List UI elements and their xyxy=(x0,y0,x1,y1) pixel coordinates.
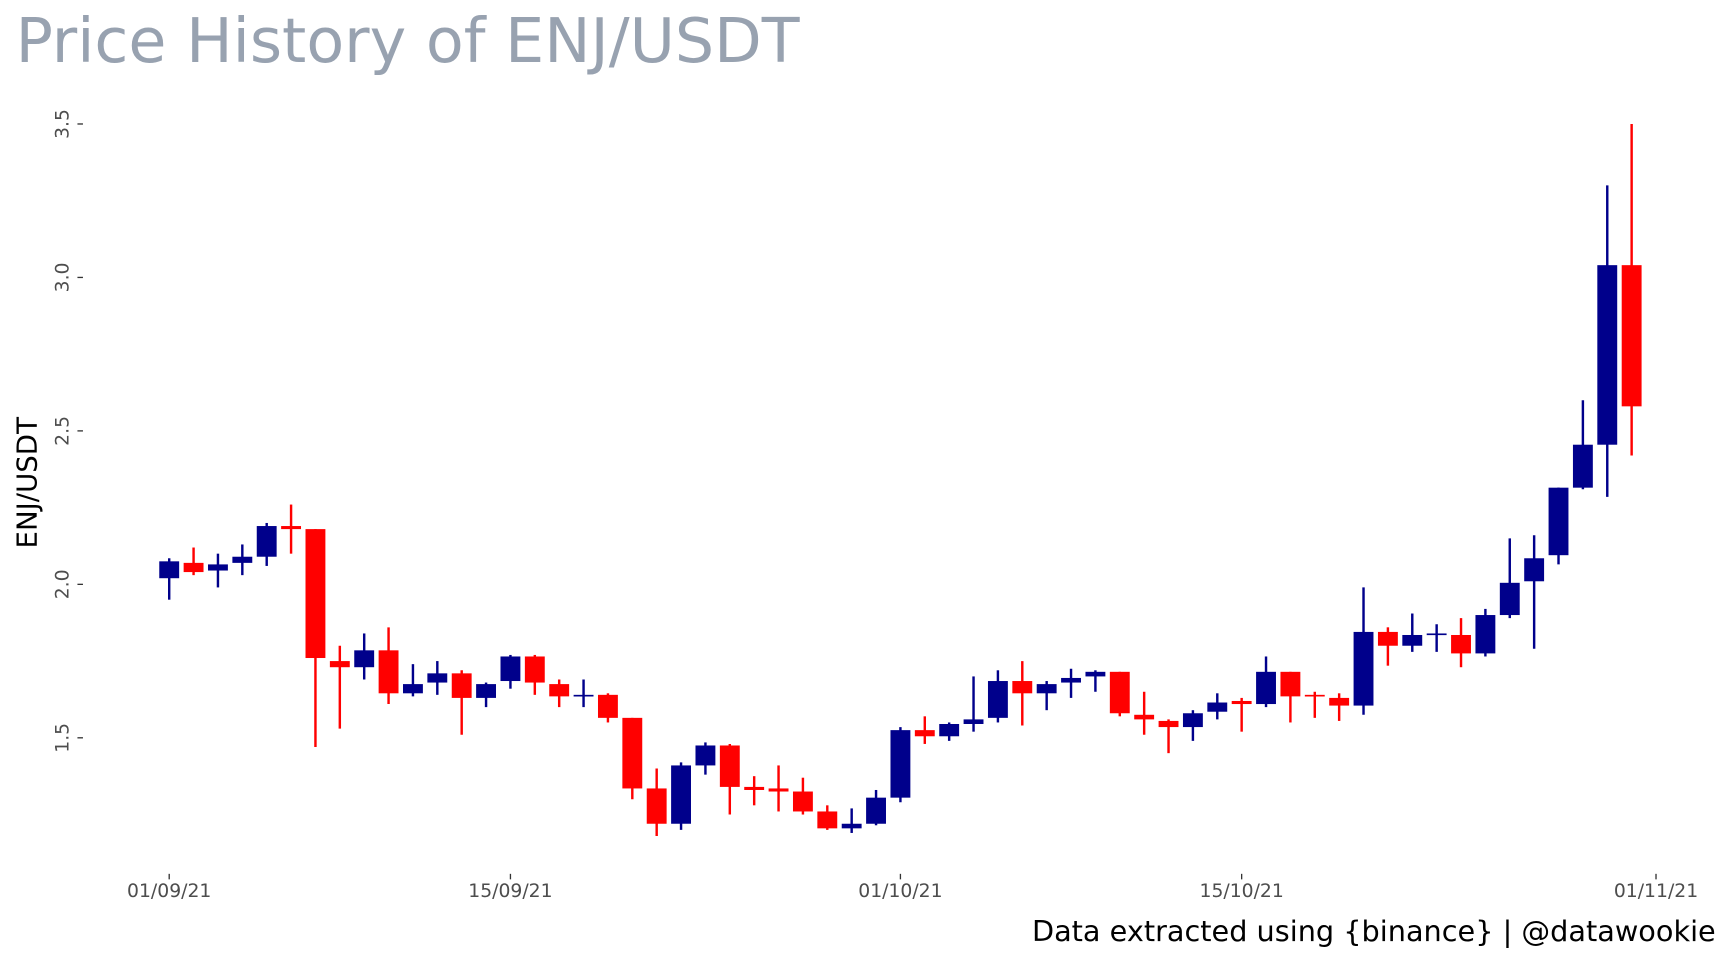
candle-body xyxy=(695,745,716,766)
x-tick-label: 01/10/21 xyxy=(858,881,942,902)
y-tick-label: 3.0 xyxy=(53,263,74,293)
candle-body xyxy=(841,823,862,829)
candle-body xyxy=(1231,700,1252,705)
candle-body xyxy=(1329,697,1350,706)
candle-body xyxy=(939,723,960,737)
y-tick-label: 3.5 xyxy=(53,109,74,139)
candle-body xyxy=(1426,633,1447,636)
candle-body xyxy=(573,694,594,697)
candle-body xyxy=(890,730,911,798)
candle-body xyxy=(549,684,570,697)
candle-body xyxy=(1353,631,1374,706)
candle-body xyxy=(1182,713,1203,728)
candle-body xyxy=(500,656,521,682)
candle-body xyxy=(914,730,935,737)
y-tick-label: 2.0 xyxy=(53,569,74,599)
candle-body xyxy=(597,694,618,718)
candle-body xyxy=(1524,558,1545,582)
candle-body xyxy=(817,811,838,829)
candle-body xyxy=(1061,677,1081,683)
candle-body xyxy=(1572,444,1593,488)
candle-body xyxy=(451,673,472,698)
candle-body xyxy=(402,684,423,694)
y-tick-label: 2.5 xyxy=(53,416,74,446)
candle-body xyxy=(1548,487,1569,556)
candle-body xyxy=(1256,671,1276,705)
x-tick-label: 01/09/21 xyxy=(127,881,211,902)
candle-body xyxy=(378,650,399,694)
candle-body xyxy=(1280,671,1301,697)
candle-body xyxy=(256,526,277,557)
candle-body xyxy=(524,656,545,683)
caption: Data extracted using {binance} | @datawo… xyxy=(1032,914,1716,948)
candle-body xyxy=(159,561,180,579)
candle-body xyxy=(1451,634,1471,654)
candle-body xyxy=(1134,714,1155,720)
candle-body xyxy=(1304,694,1325,697)
candle-body xyxy=(768,788,789,792)
candle-body xyxy=(671,765,691,824)
candle-body xyxy=(183,562,204,573)
candle-body xyxy=(1036,684,1057,694)
candle-body xyxy=(354,650,375,668)
candle-body xyxy=(1085,671,1106,677)
candle-body xyxy=(1158,720,1179,728)
candle-body xyxy=(719,745,740,787)
y-tick-label: 1.5 xyxy=(53,723,74,753)
candle-body xyxy=(1475,615,1496,654)
candle-body xyxy=(208,564,228,571)
candle-body xyxy=(744,786,765,790)
candle-body xyxy=(792,791,813,812)
candle-body xyxy=(987,681,1008,718)
candle-body xyxy=(1109,671,1130,714)
candle-body xyxy=(476,684,497,698)
x-tick-label: 15/10/21 xyxy=(1200,881,1284,902)
x-tick-label: 15/09/21 xyxy=(468,881,552,902)
candle-body xyxy=(305,529,326,659)
candle-body xyxy=(232,556,253,563)
candle-body xyxy=(622,717,643,789)
candle-body xyxy=(1597,265,1618,445)
candle-body xyxy=(1012,681,1033,694)
candle-body xyxy=(1402,634,1423,646)
candle-body xyxy=(427,673,448,683)
candle-body xyxy=(866,797,886,824)
candle-body xyxy=(281,526,302,530)
candle-body xyxy=(1499,582,1520,616)
candle-body xyxy=(963,719,984,724)
candle-body xyxy=(329,661,350,668)
y-axis-label: ENJ/USDT xyxy=(11,417,44,549)
candle-body xyxy=(646,788,667,824)
candle-body xyxy=(1377,631,1398,646)
chart-title: Price History of ENJ/USDT xyxy=(16,5,800,77)
x-tick-label: 01/11/21 xyxy=(1614,881,1698,902)
candle-body xyxy=(1621,265,1642,407)
candle-body xyxy=(1207,702,1228,712)
